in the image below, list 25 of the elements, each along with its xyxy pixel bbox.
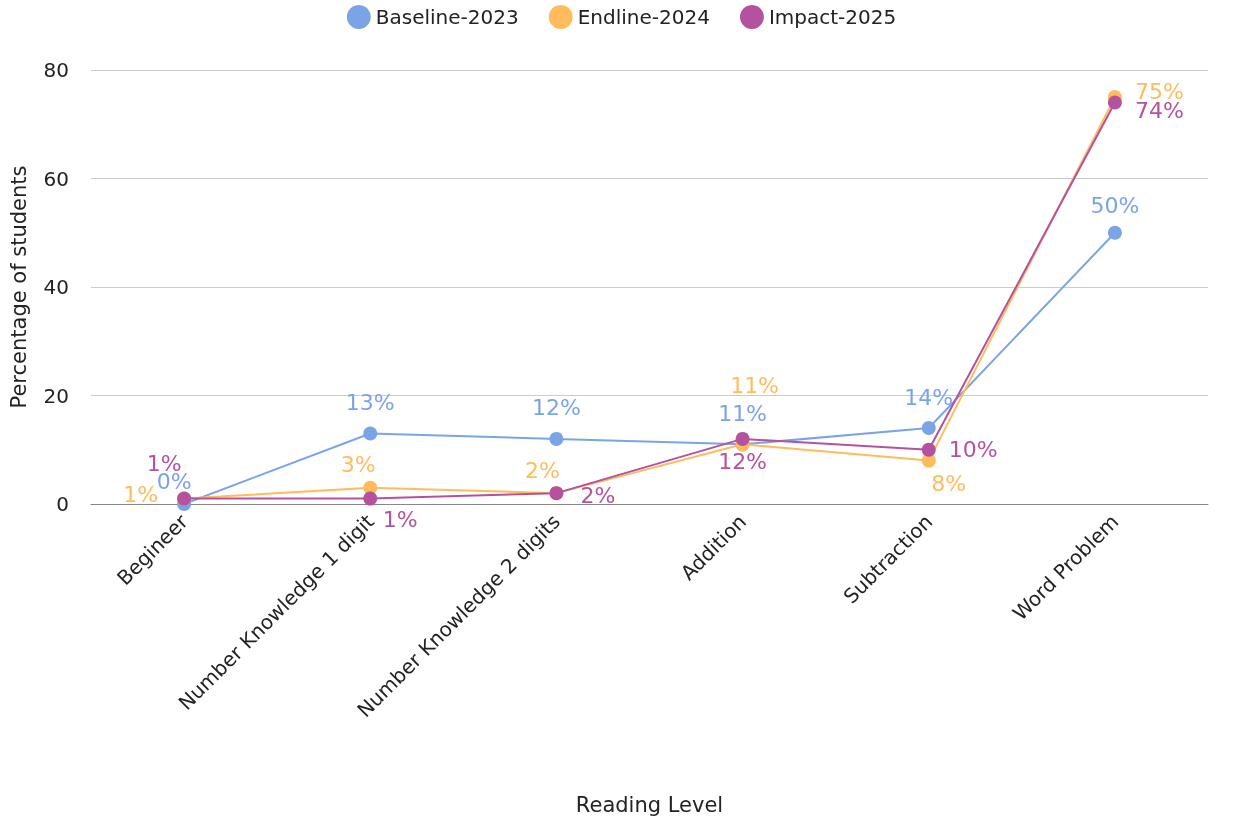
data-label: 10% — [948, 437, 998, 463]
y-tick-label: 60 — [43, 166, 69, 191]
data-label: 8% — [931, 471, 967, 497]
data-label: 14% — [904, 384, 954, 410]
x-axis-title: Reading Level — [575, 792, 724, 817]
y-axis-title: Percentage of students — [6, 165, 31, 409]
legend-label: Baseline-2023 — [375, 5, 519, 29]
y-tick-label: 0 — [56, 492, 69, 516]
legend-label: Endline-2024 — [577, 5, 710, 29]
data-label: 2% — [524, 457, 560, 483]
data-label: 2% — [580, 482, 616, 508]
data-label: 12% — [718, 449, 768, 475]
y-tick-label: 40 — [43, 275, 69, 299]
y-tick-label: 20 — [43, 383, 69, 408]
data-label: 13% — [345, 389, 395, 415]
data-label: 11% — [718, 400, 768, 426]
legend-label: Impact-2025 — [768, 5, 897, 29]
y-tick-label: 80 — [43, 58, 69, 82]
data-label: 3% — [340, 452, 376, 478]
data-label: 1% — [123, 482, 159, 508]
data-label: 50% — [1090, 193, 1140, 219]
data-label: 11% — [730, 372, 780, 398]
data-label: 1% — [382, 507, 418, 533]
data-label: 12% — [531, 395, 581, 421]
data-label: 74% — [1134, 98, 1184, 124]
